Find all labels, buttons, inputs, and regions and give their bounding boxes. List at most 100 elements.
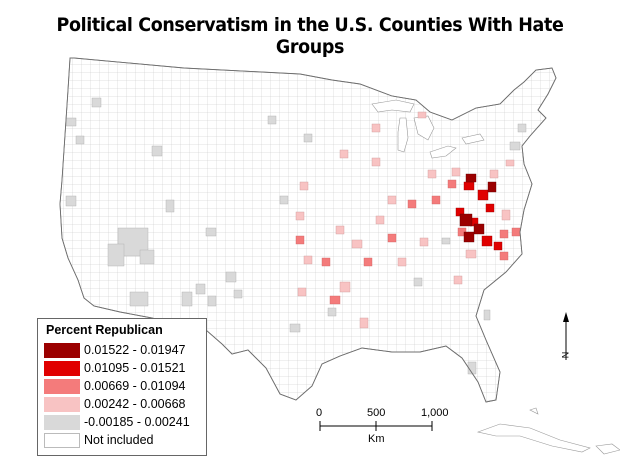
legend-swatch: [44, 415, 80, 430]
county: [485, 203, 495, 213]
county: [233, 289, 243, 299]
county: [447, 179, 457, 189]
counties-class-1: [459, 173, 497, 243]
caribbean-islands: [476, 407, 620, 455]
county: [327, 307, 337, 317]
county: [387, 195, 397, 205]
legend-label: -0.00185 - 0.00241: [84, 415, 190, 429]
scale-tick-500: 500: [367, 407, 386, 419]
county: [165, 199, 175, 213]
county: [431, 195, 441, 205]
county: [413, 277, 423, 287]
county: [65, 117, 77, 127]
county: [467, 361, 477, 375]
county: [225, 271, 237, 283]
island-outline: [529, 407, 539, 415]
county: [509, 141, 521, 151]
lake-ontario: [461, 133, 485, 145]
county: [299, 181, 309, 191]
map-legend: Percent Republican 0.01522 - 0.01947 0.0…: [37, 318, 207, 456]
county: [499, 229, 509, 239]
county: [205, 227, 217, 237]
legend-swatch: [44, 433, 80, 448]
legend-label: 0.00669 - 0.01094: [84, 379, 186, 393]
county: [511, 227, 521, 237]
county: [195, 283, 206, 295]
scale-unit: Km: [368, 433, 385, 445]
lake-superior: [371, 99, 415, 113]
county: [487, 181, 497, 193]
county: [371, 157, 381, 167]
legend-swatch: [44, 343, 80, 358]
county: [489, 169, 499, 179]
legend-swatch: [44, 361, 80, 376]
county: [371, 123, 381, 133]
scale-bar: [319, 421, 433, 431]
county: [91, 97, 102, 108]
island-outline: [595, 443, 620, 455]
county: [289, 323, 301, 333]
great-lakes: [371, 99, 485, 159]
north-label: N: [560, 351, 571, 359]
county: [107, 243, 125, 267]
county: [465, 249, 477, 259]
county: [207, 295, 217, 307]
legend-label: 0.01522 - 0.01947: [84, 343, 186, 357]
county: [407, 199, 417, 209]
county: [303, 133, 313, 143]
county: [321, 257, 331, 267]
county: [295, 211, 305, 221]
county: [335, 225, 345, 235]
scale-tick-0: 0: [316, 407, 323, 419]
county: [499, 251, 509, 261]
county: [501, 209, 511, 221]
legend-title: Percent Republican: [46, 323, 163, 337]
county: [339, 281, 351, 293]
lake-erie: [429, 145, 457, 159]
county: [139, 249, 155, 265]
county: [339, 149, 349, 159]
county: [481, 235, 493, 247]
county: [303, 255, 313, 265]
county: [453, 275, 463, 285]
county: [363, 257, 373, 267]
county: [297, 287, 307, 297]
county: [387, 233, 397, 243]
county: [427, 169, 437, 179]
scale-tick-1000: 1,000: [421, 407, 449, 419]
county: [75, 135, 85, 145]
county: [295, 235, 305, 245]
county: [351, 239, 363, 249]
legend-label: 0.01095 - 0.01521: [84, 361, 186, 375]
county: [181, 291, 193, 307]
north-arrow-icon: [563, 312, 569, 360]
county: [279, 195, 289, 205]
county: [451, 167, 461, 177]
county: [329, 295, 341, 305]
map-title: Political Conservatism in the U.S. Count…: [56, 14, 564, 58]
county: [417, 111, 427, 119]
county: [359, 317, 369, 329]
county: [477, 189, 489, 201]
lake-michigan: [397, 117, 409, 153]
legend-label: Not included: [84, 433, 154, 447]
county: [419, 237, 429, 247]
us-outline: [59, 57, 557, 403]
legend-swatch: [44, 379, 80, 394]
county: [493, 241, 503, 251]
county: [459, 213, 473, 227]
county: [473, 223, 485, 235]
legend-swatch: [44, 397, 80, 412]
county: [151, 145, 163, 157]
counties-class-5: [65, 97, 527, 375]
counties-class-3: [295, 179, 521, 305]
counties-class-2: [455, 181, 503, 251]
counties-class-4: [295, 111, 515, 329]
county: [517, 123, 527, 133]
county: [463, 231, 475, 243]
county: [267, 115, 277, 125]
county: [397, 257, 407, 267]
county: [463, 181, 475, 191]
county: [483, 309, 491, 321]
legend-label: 0.00242 - 0.00668: [84, 397, 186, 411]
